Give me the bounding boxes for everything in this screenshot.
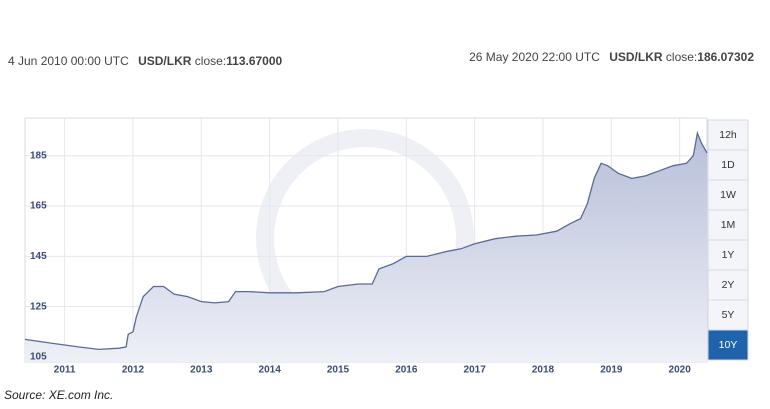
range-button-label[interactable]: 1Y	[722, 249, 735, 261]
source: Source: XE.com Inc.	[4, 388, 113, 402]
range-button-label[interactable]: 5Y	[722, 309, 735, 321]
end-date-text: 26 May 2020 22:00 UTC	[469, 50, 600, 64]
range-button[interactable]	[707, 239, 749, 271]
x-tick-label: 2014	[259, 365, 282, 376]
y-tick-label: 105	[30, 352, 47, 363]
range-button-label[interactable]: 10Y	[719, 339, 738, 351]
range-button[interactable]	[707, 149, 749, 181]
x-tick-label: 2015	[327, 365, 350, 376]
x-tick-label: 2020	[669, 365, 692, 376]
x-tick-label: 2013	[190, 365, 213, 376]
range-buttons: 12h 1D 1W 1M 1Y 2Y 5Y 10Y	[707, 119, 749, 361]
range-button-label[interactable]: 1M	[721, 219, 736, 231]
y-tick-label: 125	[30, 301, 47, 312]
range-button-label[interactable]: 2Y	[722, 279, 735, 291]
line	[24, 130, 708, 351]
y-tick-label: 145	[30, 251, 47, 262]
x-tick-label: 2012	[122, 365, 145, 376]
range-button-label[interactable]: 1D	[721, 159, 735, 171]
range-button[interactable]	[707, 119, 749, 151]
x-tick-label: 2019	[600, 365, 623, 376]
x-tick-label: 2018	[532, 365, 555, 376]
start-date: 4 Jun 2010 00:00 UTC USD/LKR close:113.6…	[8, 54, 283, 68]
end-close-label: close:	[666, 50, 697, 64]
y-tick-label: 185	[30, 150, 47, 161]
x-tick-label: 2017	[464, 365, 487, 376]
start-close-label: close:	[195, 54, 226, 68]
range-button[interactable]	[707, 299, 749, 331]
range-button-label[interactable]: 12h	[719, 129, 737, 141]
start-date-text: 4 Jun 2010 00:00 UTC	[8, 54, 129, 68]
range-button[interactable]	[707, 269, 749, 301]
y-tick-label: 165	[30, 201, 47, 212]
start-pair: USD/LKR	[138, 54, 192, 68]
end-close: 186.07302	[697, 50, 754, 64]
plot	[24, 130, 708, 362]
x-tick-label: 2016	[395, 365, 418, 376]
range-button[interactable]	[707, 329, 749, 361]
start-close: 113.67000	[226, 54, 282, 68]
end-pair: USD/LKR	[609, 50, 663, 64]
end-date: 26 May 2020 22:00 UTC USD/LKR close:186.…	[469, 50, 754, 64]
area-fill	[25, 133, 707, 362]
x-tick-label: 2011	[54, 365, 76, 376]
range-button[interactable]	[707, 179, 749, 211]
range-button[interactable]	[707, 209, 749, 241]
range-button-label[interactable]: 1W	[720, 189, 736, 201]
